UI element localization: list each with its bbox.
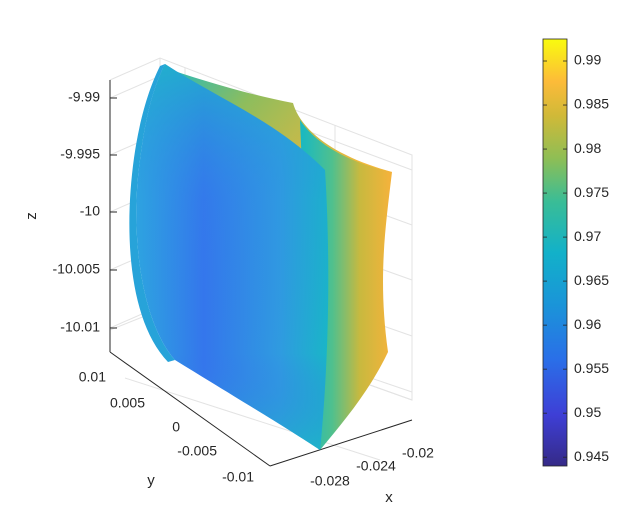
colorbar-tick-label: 0.975 [574, 184, 609, 200]
z-axis-label: z [23, 212, 40, 220]
colorbar-tick-label: 0.945 [574, 448, 609, 464]
surface-left-rim [129, 64, 175, 362]
colorbar-tick-label: 0.98 [574, 140, 601, 156]
z-tick-label: -10 [80, 203, 100, 219]
x-tick-labels: -0.028 -0.024 -0.02 [310, 445, 434, 489]
z-tick-label: -9.99 [68, 89, 100, 105]
colorbar-tick-label: 0.97 [574, 228, 601, 244]
colorbar-tick-label: 0.95 [574, 404, 601, 420]
y-tick-label: 0.005 [110, 395, 145, 411]
y-tick-labels: 0.01 0.005 0 -0.005 -0.01 [79, 369, 254, 485]
z-tick-label: -9.995 [60, 146, 100, 162]
y-tick-label: 0.01 [79, 369, 106, 385]
x-tick-label: -0.028 [310, 473, 350, 489]
z-tick-label: -10.01 [60, 319, 100, 335]
x-axis-label: x [385, 489, 393, 506]
z-tick-marks [110, 97, 117, 329]
colorbar-tick-label: 0.955 [574, 360, 609, 376]
y-tick-label: -0.005 [177, 443, 217, 459]
z-tick-label: -10.005 [53, 261, 101, 277]
colorbar-tick-label: 0.985 [574, 96, 609, 112]
colorbar-ticks: 0.99 0.985 0.98 0.975 0.97 0.965 0.96 0.955 0.95… [543, 52, 609, 464]
y-tick-label: -0.01 [222, 469, 254, 485]
scatter-surface [129, 64, 392, 450]
surface-front-shading [136, 64, 329, 450]
colorbar-tick-label: 0.96 [574, 316, 601, 332]
colorbar: 0.99 0.985 0.98 0.975 0.97 0.965 0.96 0.955 0.95… [542, 38, 609, 467]
colorbar-gradient [542, 38, 568, 467]
axis-lines [109, 80, 413, 467]
y-tick-label: 0 [172, 419, 180, 435]
x-tick-label: -0.02 [402, 445, 434, 461]
colorbar-tick-label: 0.965 [574, 272, 609, 288]
y-axis-label: y [147, 472, 155, 489]
colorbar-tick-label: 0.99 [574, 52, 601, 68]
x-tick-label: -0.024 [356, 458, 396, 474]
z-tick-labels: -9.99 -9.995 -10 -10.005 -10.01 [53, 89, 101, 335]
